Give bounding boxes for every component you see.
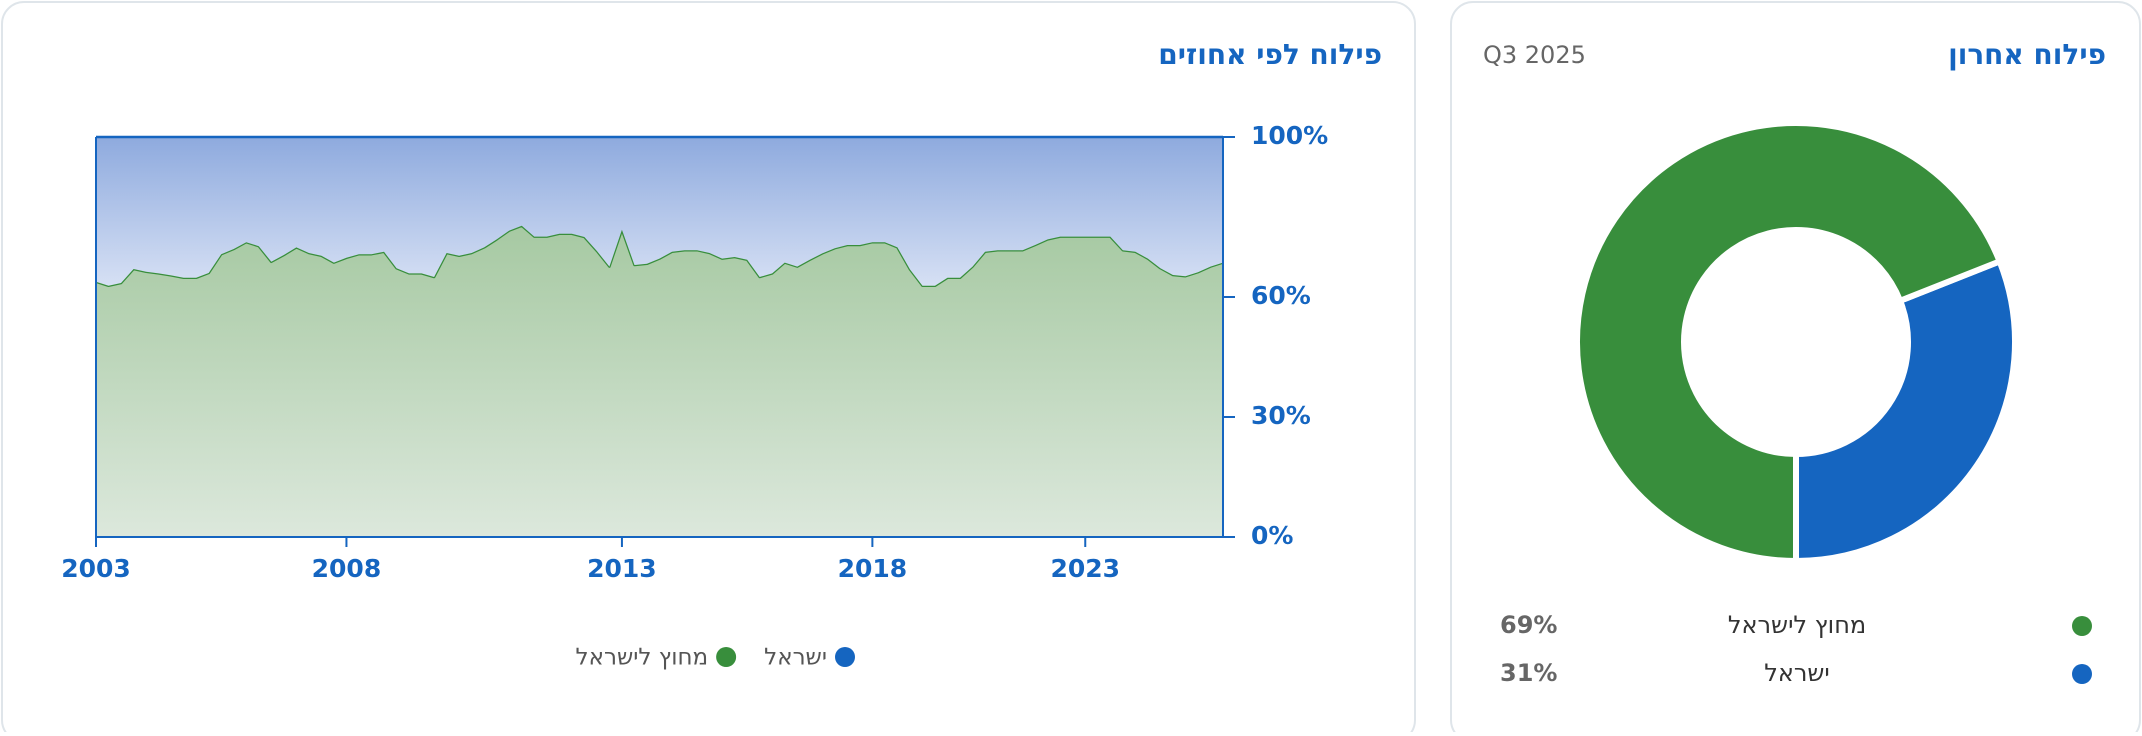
x-tick-label: 2008 — [312, 554, 382, 583]
legend-label: מחוץ לישראל — [1728, 611, 1866, 639]
area-chart: 0% 30% 60% 100% 2003 2008 2013 2018 2023 ישראל מחו… — [61, 121, 1328, 671]
value-label: 31% — [1500, 659, 1557, 687]
card-right — [1450, 1, 2141, 736]
legend-label: ישראל — [1764, 659, 1830, 687]
donut-chart: מחוץ לישראל 69% ישראל 31% — [1500, 120, 2092, 687]
x-tick-label: 2023 — [1050, 554, 1120, 583]
area — [96, 225, 1223, 538]
legend-marker — [2072, 664, 2092, 684]
chart-subtitle: Q3 2025 — [1483, 41, 1586, 69]
legend-marker — [716, 647, 737, 667]
y-tick-label: 0% — [1251, 521, 1293, 550]
y-tick-label: 60% — [1251, 281, 1311, 310]
legend-marker — [835, 647, 855, 667]
donut-slice[interactable] — [1574, 120, 2004, 565]
legend-label[interactable]: ישראל — [764, 645, 827, 671]
chart-title: פילוח לפי אחוזים — [1158, 38, 1382, 71]
value-label: 69% — [1500, 611, 1557, 639]
donut-slice[interactable] — [1793, 257, 2018, 565]
chart-title: פילוח אחרון — [1948, 38, 2106, 71]
y-tick-label: 30% — [1251, 401, 1311, 430]
x-tick-label: 2003 — [61, 554, 131, 583]
x-tick-label: 2018 — [838, 554, 908, 583]
area — [96, 137, 1223, 286]
legend-marker — [2072, 616, 2092, 636]
y-tick-label: 100% — [1251, 121, 1328, 150]
legend-label[interactable]: מחוץ לישראל — [576, 645, 709, 671]
x-tick-label: 2013 — [587, 554, 657, 583]
